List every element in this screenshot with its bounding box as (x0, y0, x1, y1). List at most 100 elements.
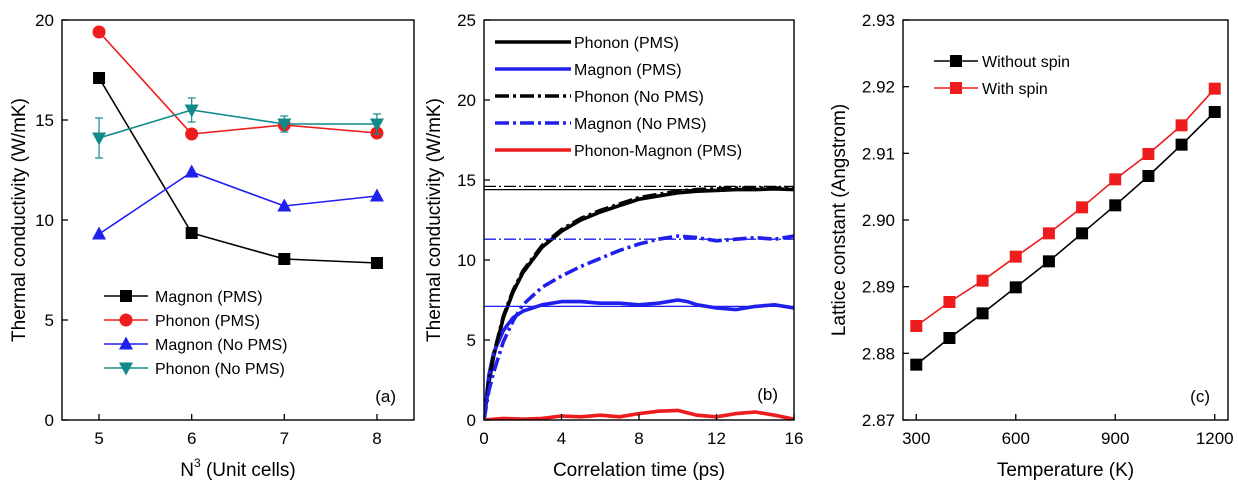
panel-c: 300 600 900 1200 2.87 2.88 2.89 2.90 2.91 2.92 2.9… (829, 11, 1234, 481)
y-tick-label: 2.90 (862, 211, 895, 230)
legend-label: Magnon (PMS) (155, 289, 263, 306)
series-line (484, 186, 794, 420)
data-point (1175, 119, 1188, 132)
legend-label: Phonon-Magnon (PMS) (574, 143, 742, 160)
legend-label: Phonon (No PMS) (574, 89, 704, 106)
x-axis-label-sup: 3 (194, 456, 201, 470)
data-point (278, 253, 291, 265)
panel-label: (a) (375, 387, 396, 406)
x-axis-label: N3 (Unit cells) (180, 456, 295, 481)
legend-label: Phonon (PMS) (574, 35, 679, 52)
data-point (1208, 106, 1221, 118)
data-point (92, 25, 106, 39)
data-point (277, 118, 292, 132)
series-phonon-magnon-pms (484, 408, 794, 420)
panel-a: 5 6 7 8 0 5 10 15 20 N3 (Unit cells) Thermal condu… (9, 11, 415, 481)
data-point (976, 307, 989, 320)
x-axis-label-base: N (180, 460, 194, 481)
legend-item-magnon-pms: Magnon (PMS) (495, 62, 682, 79)
plot-area (910, 82, 1221, 371)
data-point (1175, 138, 1188, 151)
legend-item-without-spin: Without spin (934, 54, 1070, 71)
y-axis-label: Thermal conductivity (W/mK) (9, 98, 30, 342)
data-point (1042, 227, 1055, 240)
data-point (976, 274, 989, 287)
y-tick-label: 0 (45, 411, 54, 430)
series-magnon-no-pms (92, 164, 384, 240)
x-tick-label: 600 (1002, 429, 1030, 448)
legend-label: Magnon (PMS) (574, 62, 682, 79)
y-tick-label: 2.89 (862, 278, 895, 297)
x-tick-label: 8 (372, 429, 381, 448)
legend: Without spin With spin (934, 54, 1070, 98)
series-line (484, 298, 794, 420)
data-point (1009, 281, 1022, 294)
y-tick-label: 2.87 (862, 411, 895, 430)
x-tick-label: 12 (707, 429, 726, 448)
y-axis: 2.87 2.88 2.89 2.90 2.91 2.92 2.93 (862, 11, 909, 430)
series-phonon-no-pms (92, 97, 384, 159)
legend-item-magnon-pms: Magnon (PMS) (104, 289, 263, 306)
y-tick-label: 25 (457, 11, 476, 30)
data-point (1208, 82, 1221, 95)
plot-frame (483, 19, 795, 421)
x-axis: 300 600 900 1200 (902, 414, 1234, 448)
legend-marker (119, 362, 133, 376)
x-axis-label: Temperature (K) (997, 460, 1134, 481)
data-point (1109, 173, 1122, 186)
data-point (1009, 250, 1022, 263)
data-point (277, 198, 292, 212)
legend-label: With spin (982, 81, 1048, 98)
y-tick-label: 15 (35, 111, 54, 130)
series-line (98, 109, 377, 139)
data-point (1142, 170, 1155, 182)
legend-label: Magnon (No PMS) (574, 116, 707, 133)
x-axis-label-suffix: (Unit cells) (201, 460, 296, 481)
plot-area (92, 25, 384, 269)
x-tick-label: 7 (280, 429, 289, 448)
y-tick-label: 10 (457, 251, 476, 270)
series-line (484, 408, 794, 420)
series-magnon-pms (484, 298, 794, 420)
y-tick-label: 2.88 (862, 344, 895, 363)
data-point (1109, 199, 1122, 212)
legend-marker (119, 336, 133, 350)
series-line (484, 234, 794, 420)
x-tick-label: 300 (902, 429, 930, 448)
data-point (1076, 201, 1089, 214)
legend-label: Magnon (No PMS) (155, 337, 288, 354)
data-point (369, 188, 384, 202)
data-point (1042, 255, 1055, 268)
x-axis-label: Correlation time (ps) (553, 460, 725, 481)
legend-marker (119, 313, 133, 327)
legend-item-magnon-no-pms: Magnon (No PMS) (104, 336, 288, 354)
series-line (98, 31, 377, 135)
plot-area (484, 185, 794, 420)
series-line (915, 88, 1216, 327)
x-tick-label: 16 (785, 429, 804, 448)
y-tick-label: 10 (35, 211, 54, 230)
y-axis: 0 5 10 15 20 25 (457, 11, 490, 430)
legend-item-phonon-pms: Phonon (PMS) (495, 35, 679, 52)
y-axis-label: Lattice constant (Angstrom) (829, 104, 850, 336)
data-point (185, 127, 199, 141)
data-point (185, 227, 198, 239)
legend-label: Without spin (982, 54, 1070, 71)
legend-label: Phonon (PMS) (155, 313, 260, 330)
data-point (370, 257, 383, 269)
legend-item-magnon-no-pms: Magnon (No PMS) (495, 116, 707, 133)
legend: Phonon (PMS) Magnon (PMS) Phonon (No PMS) M… (495, 35, 742, 160)
series-with-spin (910, 82, 1221, 332)
y-tick-label: 20 (457, 91, 476, 110)
series-phonon-no-pms (484, 185, 794, 420)
series-without-spin (910, 106, 1221, 371)
series-magnon-pms (93, 72, 383, 269)
x-axis: 5 6 7 8 (94, 414, 382, 448)
x-tick-label: 5 (94, 429, 103, 448)
y-tick-label: 2.91 (862, 144, 895, 163)
x-tick-label: 6 (187, 429, 196, 448)
data-point (1076, 227, 1089, 240)
legend-item-phonon-no-pms: Phonon (No PMS) (495, 89, 704, 106)
legend-label: Phonon (No PMS) (155, 361, 285, 378)
data-point (92, 226, 107, 240)
